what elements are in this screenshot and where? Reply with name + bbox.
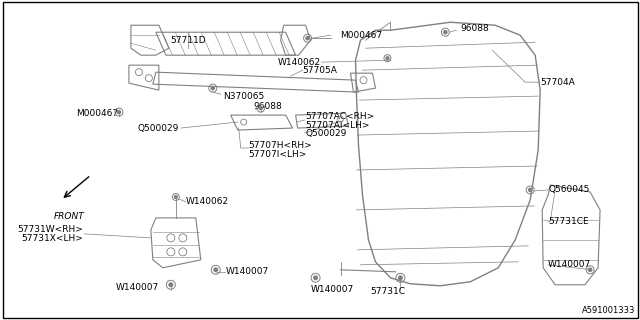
Text: Q500029: Q500029: [305, 129, 347, 138]
Circle shape: [211, 86, 214, 90]
Text: Q560045: Q560045: [548, 186, 589, 195]
Text: 57704A: 57704A: [540, 78, 575, 87]
Text: W140062: W140062: [278, 58, 321, 67]
Text: W140062: W140062: [186, 197, 229, 206]
Text: 57731W<RH>: 57731W<RH>: [17, 225, 83, 234]
Text: M000467: M000467: [76, 108, 118, 117]
Circle shape: [399, 276, 402, 280]
Circle shape: [169, 283, 173, 287]
Text: 57707H<RH>: 57707H<RH>: [249, 140, 312, 149]
Circle shape: [529, 188, 532, 192]
Circle shape: [117, 110, 120, 114]
Text: 57731C: 57731C: [371, 287, 406, 296]
Circle shape: [314, 276, 317, 280]
Text: 57707AI<LH>: 57707AI<LH>: [305, 121, 370, 130]
Circle shape: [306, 36, 309, 40]
Circle shape: [175, 196, 177, 198]
Text: FRONT: FRONT: [54, 212, 84, 221]
Text: 57711D: 57711D: [170, 36, 205, 45]
Text: 96088: 96088: [460, 24, 489, 33]
Text: 57707AC<RH>: 57707AC<RH>: [305, 112, 375, 121]
Circle shape: [214, 268, 218, 272]
Text: Q500029: Q500029: [138, 124, 179, 132]
Text: W140007: W140007: [548, 260, 591, 269]
Text: N370065: N370065: [223, 92, 264, 100]
Text: W140007: W140007: [116, 283, 159, 292]
Circle shape: [259, 107, 262, 110]
Circle shape: [589, 268, 592, 271]
Text: W140007: W140007: [226, 267, 269, 276]
Circle shape: [386, 57, 389, 60]
Text: M000467: M000467: [340, 31, 383, 40]
Text: 57731CE: 57731CE: [548, 217, 589, 226]
Text: 57731X<LH>: 57731X<LH>: [21, 234, 83, 243]
Text: A591001333: A591001333: [582, 306, 635, 315]
Text: 96088: 96088: [253, 101, 282, 111]
Text: 57707I<LH>: 57707I<LH>: [249, 149, 307, 158]
Text: W140007: W140007: [310, 285, 354, 294]
Circle shape: [444, 31, 447, 34]
Text: 57705A: 57705A: [303, 66, 337, 75]
